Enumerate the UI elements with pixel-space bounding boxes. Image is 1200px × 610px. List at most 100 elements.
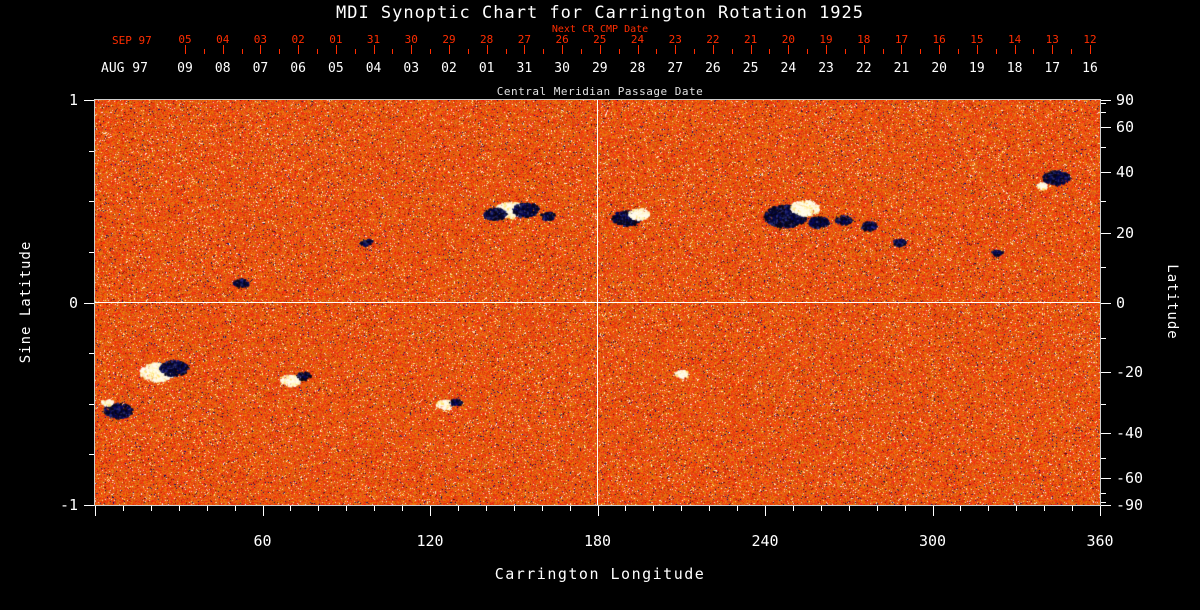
bottom-minor-tick (486, 506, 487, 511)
bottom-minor-tick (207, 506, 208, 511)
cmp-day-label-red: 27 (517, 33, 531, 46)
bottom-major-tick (598, 506, 599, 516)
cmp-day-label-red: 22 (706, 33, 720, 46)
right-major-tick (1101, 127, 1111, 128)
cmp-day-tick-red (373, 45, 375, 54)
cmp-day-tick-red (939, 45, 941, 54)
cmp-halfday-tick-red (316, 49, 318, 54)
cmp-day-tick-red (826, 45, 828, 54)
bottom-minor-tick (625, 506, 626, 511)
cmp-day-tick-red (750, 45, 752, 54)
cmp-day-label-white: 08 (214, 61, 231, 76)
bottom-minor-tick (542, 506, 543, 511)
cmp-day-label-red: 02 (291, 33, 305, 46)
meridian-180-reference-line (597, 100, 598, 505)
cmp-day-label-red: 12 (1083, 33, 1097, 46)
right-minor-tick (1101, 493, 1106, 494)
cmp-day-label-red: 21 (744, 33, 758, 46)
cmp-day-label-white: 17 (1044, 61, 1061, 76)
right-major-tick (1101, 478, 1111, 479)
bottom-minor-tick (709, 506, 710, 511)
cmp-day-tick-red (901, 45, 903, 54)
cmp-day-label-white: 09 (177, 61, 193, 76)
cmp-halfday-tick-red (203, 49, 205, 54)
right-major-tick (1101, 433, 1111, 434)
bottom-tick-label: 180 (583, 532, 612, 550)
right-tick-label: 40 (1116, 163, 1135, 182)
right-minor-tick (1101, 502, 1106, 503)
cmp-day-tick-red (524, 45, 526, 54)
bottom-minor-tick (737, 506, 738, 511)
cmp-halfday-tick-red (1033, 49, 1035, 54)
left-axis-title: Sine Latitude (18, 240, 34, 364)
cmp-day-label-white: 19 (969, 61, 985, 76)
bottom-minor-tick (458, 506, 459, 511)
bottom-minor-tick (1044, 506, 1045, 511)
cmp-day-label-red: 01 (329, 33, 343, 46)
right-major-tick (1101, 233, 1111, 234)
left-tick-label: 0 (68, 293, 78, 312)
cmp-date-caption: Central Meridian Passage Date (496, 85, 704, 98)
cmp-day-label-red: 24 (630, 33, 645, 46)
bottom-minor-tick (318, 506, 319, 511)
bottom-minor-tick (960, 506, 961, 511)
cmp-day-label-white: 23 (818, 61, 834, 76)
bottom-major-tick (263, 506, 264, 516)
left-tick-label: 1 (68, 91, 78, 109)
cmp-day-label-red: 23 (668, 33, 682, 46)
cmp-day-label-white: 16 (1082, 61, 1098, 76)
right-minor-tick (1101, 458, 1106, 459)
right-minor-tick (1101, 147, 1106, 148)
cmp-halfday-tick-red (694, 49, 696, 54)
bottom-minor-tick (151, 506, 152, 511)
cmp-day-label-red: 03 (253, 33, 268, 46)
right-tick-label: -90 (1116, 496, 1144, 514)
cmp-halfday-tick-red (807, 49, 809, 54)
cmp-halfday-tick-red (467, 49, 469, 54)
right-major-tick (1101, 505, 1111, 506)
cmp-halfday-tick-red (241, 49, 243, 54)
cmp-day-label-white: 05 (328, 61, 344, 76)
cmp-day-label-red: 20 (781, 33, 795, 46)
right-major-tick (1101, 372, 1111, 373)
right-axis-title: Latitude (1164, 264, 1180, 340)
left-major-tick (84, 100, 94, 101)
cmp-day-label-red: 19 (819, 33, 833, 46)
bottom-minor-tick (877, 506, 878, 511)
cmp-day-label-white: 21 (893, 61, 910, 76)
cmp-day-label-white: 22 (855, 61, 872, 76)
bottom-minor-tick (849, 506, 850, 511)
cmp-day-label-white: 26 (705, 61, 721, 76)
bottom-minor-tick (123, 506, 124, 511)
right-tick-label: -20 (1116, 362, 1144, 381)
chart-title: MDI Synoptic Chart for Carrington Rotati… (335, 3, 865, 23)
bottom-minor-tick (514, 506, 515, 511)
left-major-tick (84, 303, 94, 304)
cmp-day-label-white: 25 (742, 61, 759, 76)
cmp-day-tick-red (637, 45, 639, 54)
left-minor-tick (89, 404, 94, 405)
right-minor-tick (1101, 267, 1106, 268)
cmp-day-label-red: 25 (593, 33, 607, 46)
cmp-day-tick-red (185, 45, 186, 54)
right-minor-tick (1101, 404, 1106, 405)
bottom-minor-tick (235, 506, 236, 511)
cmp-day-tick-red (1052, 45, 1054, 54)
cmp-day-label-red: 29 (442, 33, 456, 46)
cmp-day-tick-red (976, 45, 978, 54)
cmp-day-label-white: 20 (931, 61, 947, 76)
cmp-day-label-white: 07 (252, 61, 269, 76)
cmp-day-label-white: 28 (629, 61, 646, 76)
bottom-minor-tick (681, 506, 682, 511)
bottom-major-tick (95, 506, 96, 516)
left-minor-tick (89, 252, 94, 253)
cmp-halfday-tick-red (392, 49, 394, 54)
left-minor-tick (89, 151, 94, 152)
bottom-major-tick (765, 506, 766, 516)
bottom-tick-label: 300 (918, 532, 947, 550)
cmp-day-label-red: 13 (1045, 33, 1059, 46)
right-major-tick (1101, 172, 1111, 173)
cmp-day-tick-red (335, 45, 337, 54)
cmp-day-label-white: 01 (478, 61, 495, 76)
bottom-minor-tick (1016, 506, 1017, 511)
